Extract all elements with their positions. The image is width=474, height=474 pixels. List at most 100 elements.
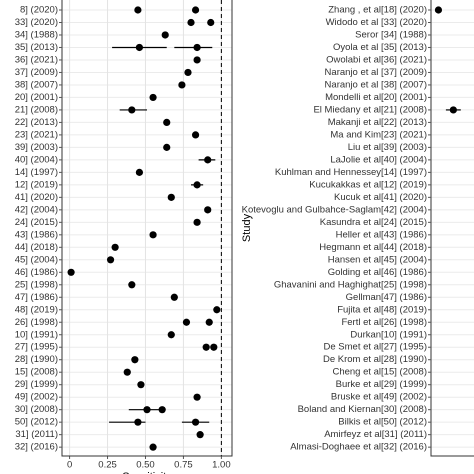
point-estimate xyxy=(167,331,175,339)
point-estimate xyxy=(67,268,75,276)
y-tick-label: Widodo et al [33] (2020) xyxy=(326,17,427,28)
point-estimate xyxy=(106,256,115,264)
point-estimate xyxy=(191,131,200,139)
point-estimate xyxy=(149,443,157,451)
y-tick-label: LaJolie et al[40] (2004) xyxy=(330,154,427,165)
y-tick-label: 42] (2004) xyxy=(15,204,58,215)
y-tick-label: Fertl et al[26] (1998) xyxy=(341,317,427,328)
x-tick-label: 0 xyxy=(67,460,72,471)
y-tick-label: Zhang , et al[18] (2020) xyxy=(328,5,427,16)
y-tick-label: Burke et al[29] (1999) xyxy=(336,379,427,390)
x-tick-label: 0.25 xyxy=(98,460,117,471)
y-tick-label: 8] (2020) xyxy=(20,5,58,16)
point-estimate xyxy=(170,293,178,301)
y-tick-label: 41] (2020) xyxy=(15,192,58,203)
y-tick-label: 48] (2019) xyxy=(15,304,58,315)
point-estimate xyxy=(131,356,139,364)
y-tick-label: Mondelli et al[20] (2001) xyxy=(325,92,427,103)
x-tick-label: 0.75 xyxy=(174,460,193,471)
point-estimate xyxy=(163,118,171,127)
point-estimate xyxy=(135,43,144,52)
point-estimate xyxy=(196,431,204,439)
y-tick-label: 40] (2004) xyxy=(15,154,58,165)
y-tick-label: 37] (2009) xyxy=(15,67,58,78)
y-tick-label: Ma and Kim[23] (2021) xyxy=(330,129,427,140)
point-estimate xyxy=(191,418,200,426)
y-tick-label: 29] (1999) xyxy=(15,379,58,390)
y-tick-label: 47] (1986) xyxy=(15,292,58,303)
y-tick-label: Bruske et al[49] (2002) xyxy=(331,392,427,403)
y-tick-label: 30] (2008) xyxy=(15,404,58,415)
y-tick-label: Hegmann et al[44] (2018) xyxy=(319,242,427,253)
y-tick-label: 10] (1991) xyxy=(15,329,58,340)
point-estimate xyxy=(137,381,145,389)
x-tick-label: 1.00 xyxy=(212,460,231,471)
point-estimate xyxy=(149,231,157,239)
y-tick-label: 21] (2008) xyxy=(15,104,58,115)
point-estimate xyxy=(163,143,171,151)
point-estimate xyxy=(213,306,221,314)
y-tick-label: Bilkis et al[50] (2012) xyxy=(338,417,427,428)
y-tick-label: Heller et al[43] (1986) xyxy=(336,229,427,240)
point-estimate xyxy=(123,368,131,376)
y-tick-label: Ghavanini and Haghighat[25] (1998) xyxy=(274,279,427,290)
y-tick-label: 15] (2008) xyxy=(15,367,58,378)
y-tick-label: Kotevoglu and Gulbahce-Saglam[42] (2004) xyxy=(242,204,427,215)
y-tick-label: Golding et al[46] (1986) xyxy=(328,267,427,278)
y-tick-label: 14] (1997) xyxy=(15,167,58,178)
plot-background xyxy=(431,0,474,456)
x-axis-title: Sensitivity xyxy=(122,471,172,474)
point-estimate xyxy=(161,31,169,39)
point-estimate xyxy=(135,168,144,176)
y-tick-label: Naranjo et al [37] (2009) xyxy=(325,67,427,78)
y-tick-label: 50] (2012) xyxy=(15,417,58,428)
point-estimate xyxy=(193,181,201,189)
y-tick-label: 46] (1986) xyxy=(15,267,58,278)
y-tick-label: Almasi-Doghaee et al[32] (2016) xyxy=(290,442,427,453)
y-tick-label: 49] (2002) xyxy=(15,392,58,403)
plot-border xyxy=(61,0,233,457)
point-estimate xyxy=(178,81,186,89)
y-tick-label: 45] (2004) xyxy=(15,254,58,265)
y-tick-label: 39] (2003) xyxy=(15,142,58,153)
y-tick-label: 22] (2013) xyxy=(15,117,58,128)
y-tick-label: Kuhlman and Hennessey[14] (1997) xyxy=(275,167,427,178)
point-estimate xyxy=(449,106,457,114)
y-tick-label: De Smet et al[27] (1995) xyxy=(324,342,428,353)
point-estimate xyxy=(158,406,166,414)
point-estimate xyxy=(111,243,119,251)
y-tick-label: 31] (2011) xyxy=(15,429,58,440)
point-estimate xyxy=(204,206,212,214)
y-tick-label: Owolabi et al[36] (2021) xyxy=(326,54,427,65)
point-estimate xyxy=(182,318,191,326)
y-tick-label: 20] (2001) xyxy=(15,92,58,103)
point-estimate xyxy=(149,93,157,102)
y-tick-label: De Krom et al[28] (1990) xyxy=(323,354,427,365)
point-estimate xyxy=(207,18,215,27)
point-estimate xyxy=(204,156,212,164)
point-estimate xyxy=(193,218,201,226)
x-tick-label: 0.50 xyxy=(136,460,155,471)
point-estimate xyxy=(191,6,200,14)
y-tick-label: 24] (2015) xyxy=(15,217,58,228)
y-tick-label: Seror [34] (1988) xyxy=(355,29,427,40)
y-tick-label: 34] (1988) xyxy=(15,29,58,40)
plot-background xyxy=(62,0,232,456)
y-tick-label: Durkan[10] (1991) xyxy=(350,329,427,340)
y-tick-label: Naranjo et al [38] (2007) xyxy=(325,79,427,90)
y-tick-label: 23] (2021) xyxy=(15,129,58,140)
y-tick-label: 28] (1990) xyxy=(15,354,58,365)
y-tick-label: Kucukakkas et al[12] (2019) xyxy=(309,179,427,190)
point-estimate xyxy=(184,68,192,77)
y-tick-label: 32] (2016) xyxy=(15,442,58,453)
y-tick-label: Amirfeyz et al[31] (2011) xyxy=(324,429,427,440)
y-axis-title: Study xyxy=(241,213,253,242)
y-tick-label: Fujita et al[48] (2019) xyxy=(337,304,427,315)
point-estimate xyxy=(210,343,218,351)
y-tick-label: Cheng et al[15] (2008) xyxy=(332,367,427,378)
y-tick-label: 44] (2018) xyxy=(15,242,58,253)
plot-border xyxy=(430,0,474,457)
y-tick-label: 43] (1986) xyxy=(15,229,58,240)
